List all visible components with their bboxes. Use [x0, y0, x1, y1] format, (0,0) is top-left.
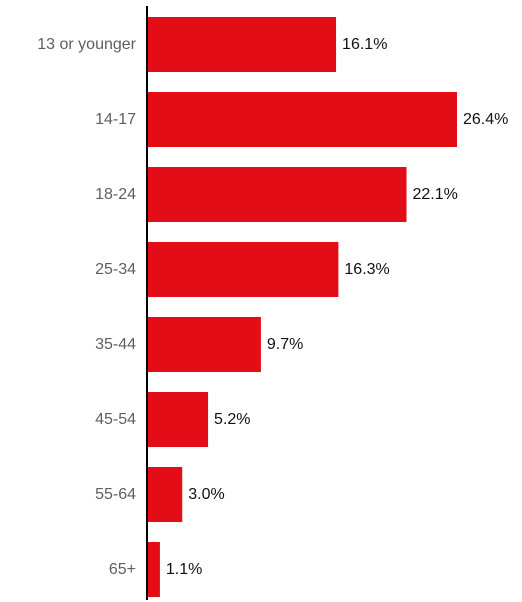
category-labels-group: 13 or younger 14-17 18-24 25-34 35-44 45-54 55…: [37, 36, 136, 578]
bar-0: [147, 17, 337, 72]
category-label-1: 14-17: [95, 111, 136, 128]
bar-6: [147, 467, 183, 522]
value-label-1: 26.4%: [463, 111, 508, 128]
value-label-2: 22.1%: [413, 186, 458, 203]
value-label-0: 16.1%: [342, 36, 387, 53]
bars-group: [147, 17, 457, 597]
value-label-4: 9.7%: [267, 336, 303, 353]
value-label-5: 5.2%: [214, 411, 250, 428]
category-label-6: 55-64: [95, 486, 136, 503]
value-label-7: 1.1%: [166, 561, 202, 578]
category-label-3: 25-34: [95, 261, 136, 278]
bar-1: [147, 92, 457, 147]
bar-4: [147, 317, 261, 372]
category-label-2: 18-24: [95, 186, 136, 203]
bar-5: [147, 392, 209, 447]
bar-2: [147, 167, 407, 222]
category-label-0: 13 or younger: [37, 36, 136, 53]
value-label-3: 16.3%: [344, 261, 389, 278]
category-label-4: 35-44: [95, 336, 136, 353]
bar-7: [147, 542, 160, 597]
category-label-5: 45-54: [95, 411, 136, 428]
value-label-6: 3.0%: [188, 486, 224, 503]
value-labels-group: 16.1% 26.4% 22.1% 16.3% 9.7% 5.2% 3.0% 1.1%: [166, 36, 508, 578]
category-label-7: 65+: [109, 561, 136, 578]
bar-3: [147, 242, 339, 297]
